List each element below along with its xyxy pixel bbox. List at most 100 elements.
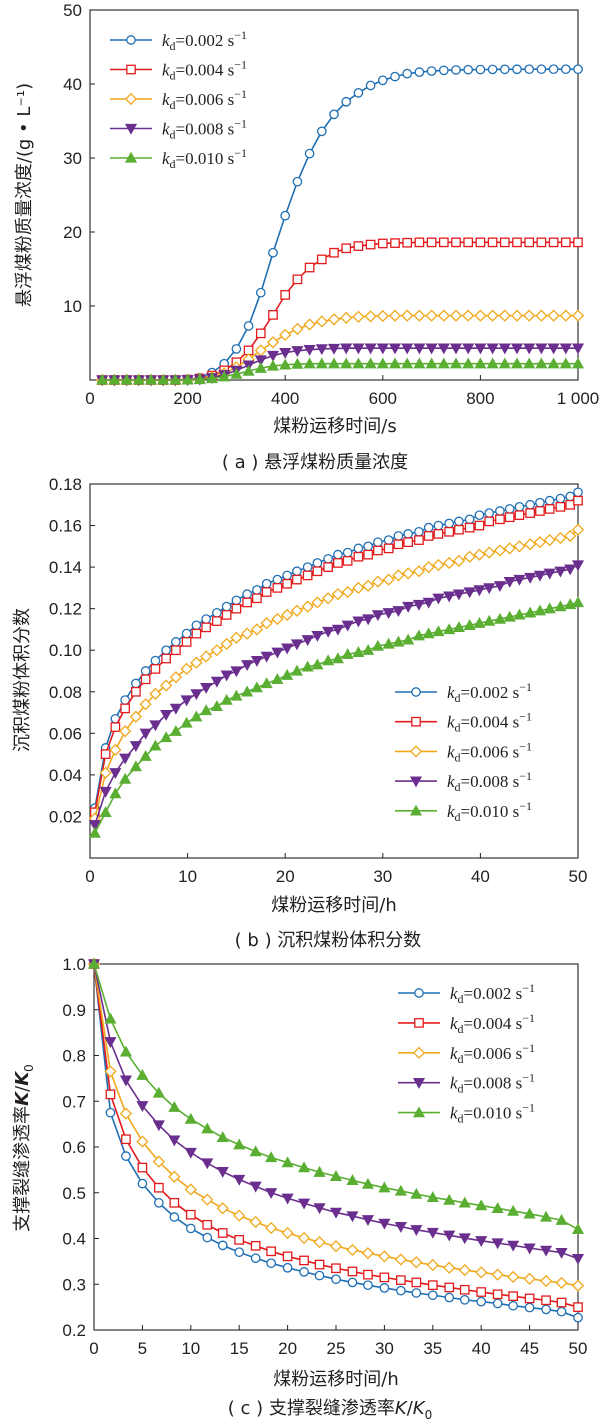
data-point	[329, 1170, 343, 1181]
data-point	[414, 67, 425, 78]
caption-k0: K	[413, 1398, 426, 1419]
data-point	[443, 1261, 456, 1274]
y-tick-label: 0.04	[49, 766, 82, 785]
series-4	[87, 959, 585, 1265]
data-point	[322, 654, 335, 666]
legend-marker	[124, 92, 138, 106]
data-point	[265, 1221, 278, 1235]
caption-text: ( c ) 支撑裂缝渗透率	[228, 1398, 395, 1419]
data-point	[242, 364, 255, 376]
data-point	[311, 596, 324, 609]
data-point	[109, 743, 122, 757]
data-point	[507, 1204, 520, 1216]
caption-k: K	[395, 1398, 408, 1419]
data-point	[190, 710, 203, 722]
data-point	[297, 1231, 311, 1245]
y-title-slash: /	[12, 1085, 33, 1092]
data-point	[543, 602, 556, 614]
data-point	[462, 343, 475, 355]
data-point	[458, 1263, 471, 1277]
data-point	[361, 1247, 375, 1260]
y-tick-label: 0.12	[49, 600, 82, 619]
data-point	[382, 573, 395, 586]
data-point	[425, 357, 438, 369]
data-point	[329, 1240, 343, 1253]
legend-k: k	[447, 742, 455, 761]
data-point	[444, 526, 455, 537]
data-point	[201, 622, 211, 633]
data-point	[181, 637, 192, 647]
data-point	[346, 1243, 359, 1257]
data-point	[473, 616, 486, 628]
data-point	[363, 1280, 373, 1291]
data-point	[508, 1300, 518, 1311]
data-point	[200, 704, 213, 716]
data-point	[514, 510, 525, 521]
data-point	[462, 309, 475, 322]
data-point	[119, 725, 132, 738]
data-point	[560, 237, 571, 248]
data-point	[279, 358, 292, 370]
data-point	[443, 623, 456, 635]
data-point	[403, 537, 414, 548]
data-point	[411, 1288, 422, 1298]
data-point	[352, 581, 365, 595]
data-point	[499, 64, 510, 75]
data-point	[292, 566, 302, 577]
legend-sub: d	[458, 1112, 464, 1126]
data-point	[536, 64, 547, 75]
legend-sub: d	[170, 69, 176, 83]
legend-k: k	[162, 149, 170, 168]
data-point	[495, 514, 505, 525]
legend-k: k	[447, 802, 455, 821]
series-5	[96, 357, 585, 385]
data-point	[412, 599, 425, 611]
data-point	[503, 610, 516, 622]
data-point	[378, 1218, 391, 1230]
legend-value: =0.004 s	[464, 1014, 523, 1033]
data-point	[383, 535, 394, 545]
data-point	[180, 662, 193, 676]
data-point	[303, 345, 316, 356]
data-point	[463, 550, 476, 563]
legend-marker	[412, 1078, 426, 1089]
data-point	[292, 274, 303, 285]
data-point	[352, 616, 365, 628]
data-point	[394, 1184, 407, 1196]
data-point	[100, 749, 111, 759]
y-tick-label: 0.08	[49, 683, 82, 702]
data-point	[202, 1232, 213, 1243]
data-point	[458, 1196, 471, 1208]
data-point	[323, 562, 333, 572]
data-point	[160, 679, 173, 692]
data-point	[137, 1178, 148, 1189]
data-point	[340, 311, 353, 324]
data-point	[541, 1295, 551, 1306]
data-point	[544, 504, 555, 514]
data-point	[426, 1258, 439, 1272]
data-point	[362, 643, 375, 655]
data-point	[185, 1223, 196, 1234]
data-point	[250, 623, 264, 636]
data-point	[443, 591, 456, 603]
data-point	[282, 1262, 293, 1273]
legend-k: k	[450, 984, 458, 1003]
data-point	[402, 601, 415, 613]
data-point	[282, 1251, 293, 1262]
data-point	[230, 631, 243, 644]
y-tick-label: 10	[63, 297, 82, 316]
data-point	[555, 493, 566, 504]
data-point	[503, 576, 516, 588]
data-point	[333, 549, 343, 560]
x-tick-label: 400	[271, 389, 299, 408]
x-tick-label: 35	[423, 1339, 442, 1358]
data-point	[394, 1221, 407, 1233]
y-title-sub: 0	[22, 1064, 36, 1072]
data-point	[181, 373, 194, 385]
legend: kd=0.002 s−1kd=0.004 s−1kd=0.006 s−1kd=0…	[110, 28, 247, 171]
data-point	[352, 646, 365, 657]
data-point	[565, 491, 576, 502]
data-point	[268, 247, 278, 258]
y-tick-label: 0.6	[62, 1138, 86, 1157]
legend-label: kd=0.004 s−1	[162, 58, 247, 83]
